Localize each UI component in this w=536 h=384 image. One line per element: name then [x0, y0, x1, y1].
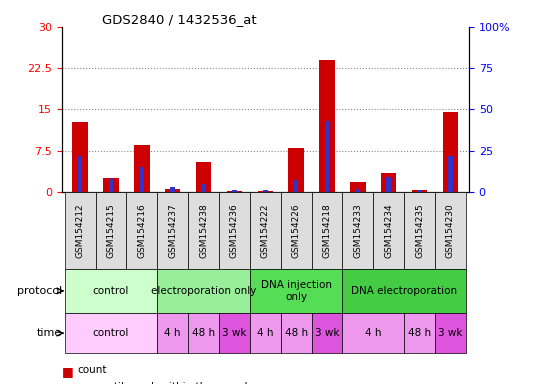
Text: control: control — [93, 286, 129, 296]
FancyBboxPatch shape — [65, 269, 157, 313]
Text: DNA electroporation: DNA electroporation — [351, 286, 457, 296]
Bar — [139, 167, 144, 192]
FancyBboxPatch shape — [157, 313, 188, 353]
FancyBboxPatch shape — [281, 192, 311, 269]
Bar — [263, 190, 267, 192]
Text: protocol: protocol — [17, 286, 62, 296]
Text: GDS2840 / 1432536_at: GDS2840 / 1432536_at — [102, 13, 257, 26]
Text: GSM154236: GSM154236 — [230, 203, 239, 258]
FancyBboxPatch shape — [65, 313, 157, 353]
FancyBboxPatch shape — [219, 192, 250, 269]
Text: 4 h: 4 h — [365, 328, 382, 338]
Bar — [355, 189, 360, 192]
FancyBboxPatch shape — [311, 313, 343, 353]
Bar — [386, 177, 391, 192]
Bar — [294, 180, 299, 192]
FancyBboxPatch shape — [404, 192, 435, 269]
Text: GSM154235: GSM154235 — [415, 203, 424, 258]
FancyBboxPatch shape — [343, 313, 404, 353]
Bar — [448, 156, 453, 192]
Text: 4 h: 4 h — [257, 328, 273, 338]
Bar — [418, 190, 422, 192]
FancyBboxPatch shape — [281, 313, 311, 353]
Text: GSM154233: GSM154233 — [353, 203, 362, 258]
Text: 3 wk: 3 wk — [222, 328, 247, 338]
Bar — [443, 112, 458, 192]
Bar — [227, 191, 242, 192]
FancyBboxPatch shape — [435, 192, 466, 269]
Text: GSM154222: GSM154222 — [261, 203, 270, 258]
FancyBboxPatch shape — [157, 192, 188, 269]
FancyBboxPatch shape — [250, 192, 281, 269]
Bar — [196, 162, 211, 192]
FancyBboxPatch shape — [311, 192, 343, 269]
Bar — [72, 122, 88, 192]
FancyBboxPatch shape — [435, 313, 466, 353]
Text: DNA injection
only: DNA injection only — [260, 280, 332, 302]
FancyBboxPatch shape — [250, 313, 281, 353]
Text: GSM154216: GSM154216 — [137, 203, 146, 258]
FancyBboxPatch shape — [157, 269, 250, 313]
Bar — [412, 190, 427, 192]
Bar — [381, 173, 397, 192]
Bar — [202, 184, 206, 192]
Bar — [319, 60, 335, 192]
Text: 48 h: 48 h — [285, 328, 308, 338]
FancyBboxPatch shape — [65, 192, 95, 269]
Bar — [165, 189, 181, 192]
FancyBboxPatch shape — [343, 192, 374, 269]
Bar — [232, 190, 237, 192]
Text: electroporation only: electroporation only — [151, 286, 256, 296]
Text: GSM154234: GSM154234 — [384, 203, 393, 258]
Bar — [258, 191, 273, 192]
Bar — [134, 145, 150, 192]
Bar — [109, 179, 113, 192]
Text: GSM154218: GSM154218 — [323, 203, 332, 258]
FancyBboxPatch shape — [343, 269, 466, 313]
Text: control: control — [93, 328, 129, 338]
Text: GSM154238: GSM154238 — [199, 203, 208, 258]
FancyBboxPatch shape — [219, 313, 250, 353]
Bar — [78, 156, 83, 192]
Bar — [350, 182, 366, 192]
Text: count: count — [78, 365, 107, 375]
Text: 48 h: 48 h — [408, 328, 431, 338]
Bar — [170, 187, 175, 192]
Text: 48 h: 48 h — [192, 328, 215, 338]
Text: 4 h: 4 h — [165, 328, 181, 338]
Text: time: time — [37, 328, 62, 338]
Text: GSM154237: GSM154237 — [168, 203, 177, 258]
FancyBboxPatch shape — [374, 192, 404, 269]
FancyBboxPatch shape — [404, 313, 435, 353]
FancyBboxPatch shape — [126, 192, 157, 269]
FancyBboxPatch shape — [250, 269, 343, 313]
FancyBboxPatch shape — [95, 192, 126, 269]
FancyBboxPatch shape — [188, 313, 219, 353]
FancyBboxPatch shape — [188, 192, 219, 269]
Bar — [325, 121, 329, 192]
Text: 3 wk: 3 wk — [315, 328, 339, 338]
Text: percentile rank within the sample: percentile rank within the sample — [78, 382, 254, 384]
Text: 3 wk: 3 wk — [438, 328, 463, 338]
Text: GSM154226: GSM154226 — [292, 203, 301, 258]
Bar — [288, 148, 304, 192]
Text: ■: ■ — [62, 382, 73, 384]
Text: GSM154215: GSM154215 — [107, 203, 116, 258]
Text: GSM154230: GSM154230 — [446, 203, 455, 258]
Text: ■: ■ — [62, 365, 73, 378]
Bar — [103, 178, 119, 192]
Text: GSM154212: GSM154212 — [76, 203, 85, 258]
